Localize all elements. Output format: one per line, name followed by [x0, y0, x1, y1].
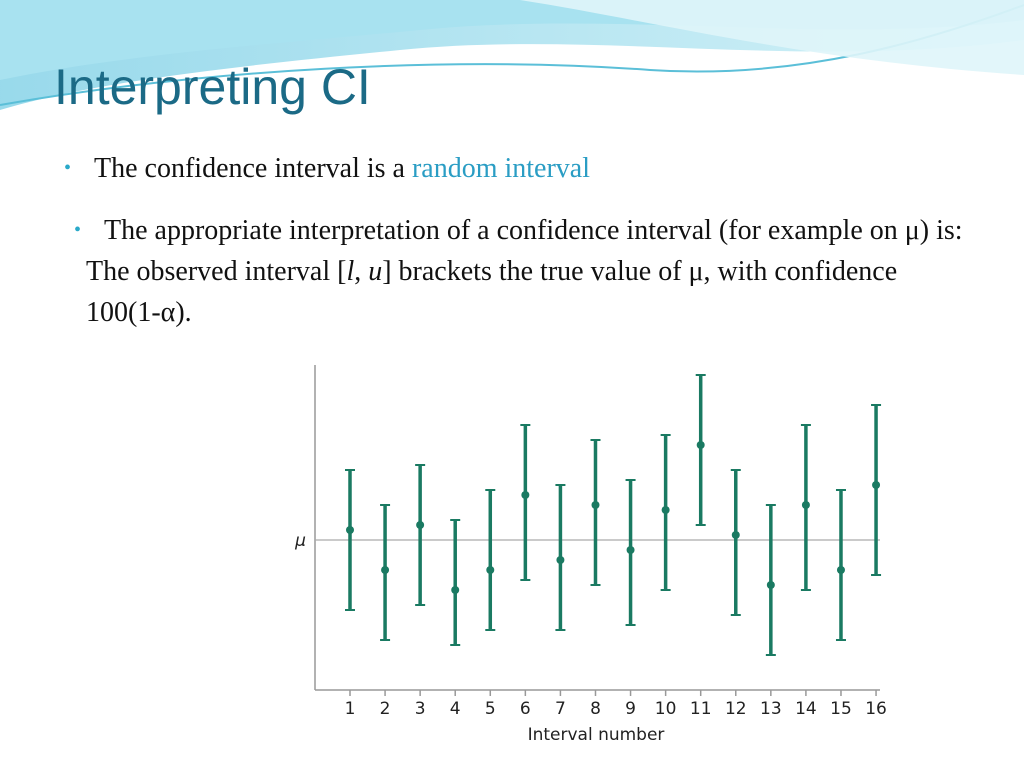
bullet-text: u: [368, 256, 383, 287]
slide-title: Interpreting CI: [54, 59, 371, 115]
point: [346, 526, 354, 534]
point: [521, 491, 530, 499]
x-tick-label: 5: [485, 699, 496, 719]
point: [486, 566, 495, 574]
point: [381, 566, 390, 574]
point: [661, 506, 670, 514]
background-waves: [0, 0, 1024, 110]
point: [451, 586, 460, 594]
bullet-text: The appropriate interpretation of a conf…: [86, 215, 963, 287]
x-tick-label: 9: [625, 699, 636, 719]
x-tick-label: 10: [655, 699, 677, 719]
bullet-text: ,: [354, 256, 369, 287]
point: [801, 501, 810, 509]
point: [872, 481, 881, 489]
x-tick-label: 4: [450, 699, 461, 719]
x-tick-label: 14: [795, 699, 817, 719]
point: [591, 501, 600, 509]
x-tick-label: 11: [690, 699, 712, 719]
bullet-text: The confidence interval is a: [94, 153, 412, 184]
point: [731, 531, 740, 539]
point: [556, 556, 565, 564]
bullet-text: l: [346, 256, 355, 287]
x-tick-label: 8: [590, 699, 601, 719]
point: [836, 566, 845, 574]
x-tick-label: 16: [865, 699, 887, 719]
bullet-highlight: random interval: [411, 153, 591, 184]
x-tick-label: 2: [380, 699, 391, 719]
x-tick-label: 1: [345, 699, 356, 719]
x-tick-label: 6: [520, 699, 531, 719]
x-tick-label: 3: [415, 699, 426, 719]
x-tick-label: 15: [830, 699, 852, 719]
point: [766, 581, 775, 589]
bullet: The appropriate interpretation of a conf…: [56, 210, 966, 333]
point: [416, 521, 425, 529]
bullet: The confidence interval is a random inte…: [64, 148, 974, 189]
x-tick-label: 12: [725, 699, 747, 719]
bullet-text: ] brackets the true value of μ, with con…: [86, 256, 898, 328]
y-tick-label: μ: [294, 531, 306, 551]
x-tick-label: 7: [555, 699, 566, 719]
point: [696, 441, 705, 449]
x-tick-label: 13: [760, 699, 782, 719]
point: [626, 546, 635, 554]
x-axis-label: Interval number: [528, 725, 665, 745]
